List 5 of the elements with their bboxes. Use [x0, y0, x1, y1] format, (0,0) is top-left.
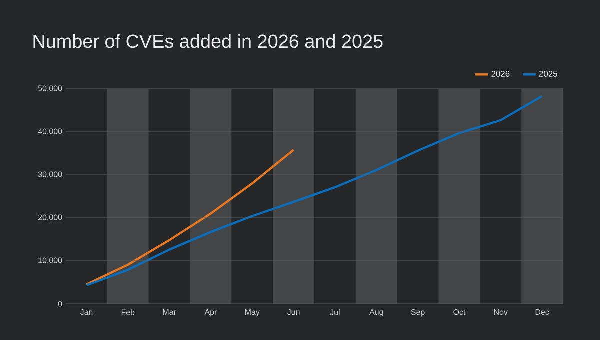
line-series — [86, 148, 295, 286]
legend-label: 2026 — [492, 70, 510, 77]
chart-title: Number of CVEs added in 2026 and 2025 — [34, 34, 383, 48]
line-series — [86, 95, 544, 287]
legend-label: 2025 — [539, 70, 558, 77]
